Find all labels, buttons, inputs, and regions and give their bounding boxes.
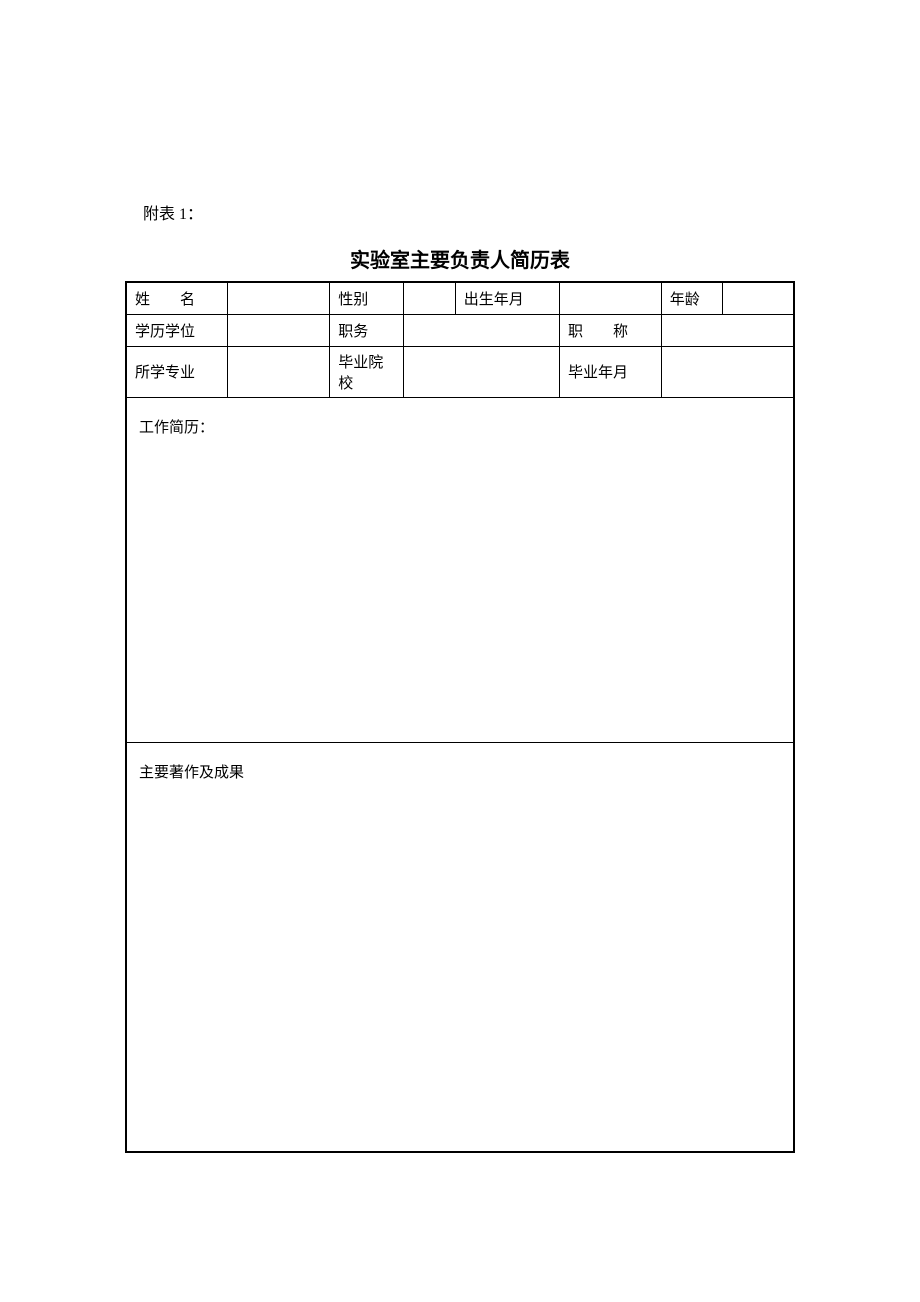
gender-label: 性别 <box>330 282 403 314</box>
form-row-3: 所学专业 毕业院校 毕业年月 <box>126 346 794 397</box>
birth-value <box>559 282 661 314</box>
publications-row: 主要著作及成果 <box>126 742 794 1152</box>
position-value <box>403 314 559 346</box>
form-title: 实验室主要负责人简历表 <box>125 244 795 273</box>
age-label: 年龄 <box>661 282 723 314</box>
form-row-1: 姓 名 性别 出生年月 年龄 <box>126 282 794 314</box>
position-label: 职务 <box>330 314 403 346</box>
major-label: 所学专业 <box>126 346 228 397</box>
jobtitle-label: 职 称 <box>559 314 661 346</box>
name-value <box>228 282 330 314</box>
gender-value <box>403 282 455 314</box>
publications-section: 主要著作及成果 <box>126 742 794 1152</box>
major-value <box>228 346 330 397</box>
school-value <box>403 346 559 397</box>
education-label: 学历学位 <box>126 314 228 346</box>
work-history-row: 工作简历： <box>126 397 794 742</box>
attachment-label: 附表 1： <box>143 200 795 224</box>
school-label: 毕业院校 <box>330 346 403 397</box>
jobtitle-value <box>661 314 794 346</box>
birth-label: 出生年月 <box>455 282 559 314</box>
graddate-label: 毕业年月 <box>559 346 661 397</box>
graddate-value <box>661 346 794 397</box>
form-row-2: 学历学位 职务 职 称 <box>126 314 794 346</box>
resume-form-table: 姓 名 性别 出生年月 年龄 学历学位 职务 职 称 所学专业 毕业院校 毕业年… <box>125 281 795 1153</box>
work-history-section: 工作简历： <box>126 397 794 742</box>
education-value <box>228 314 330 346</box>
name-label: 姓 名 <box>126 282 228 314</box>
age-value <box>723 282 794 314</box>
